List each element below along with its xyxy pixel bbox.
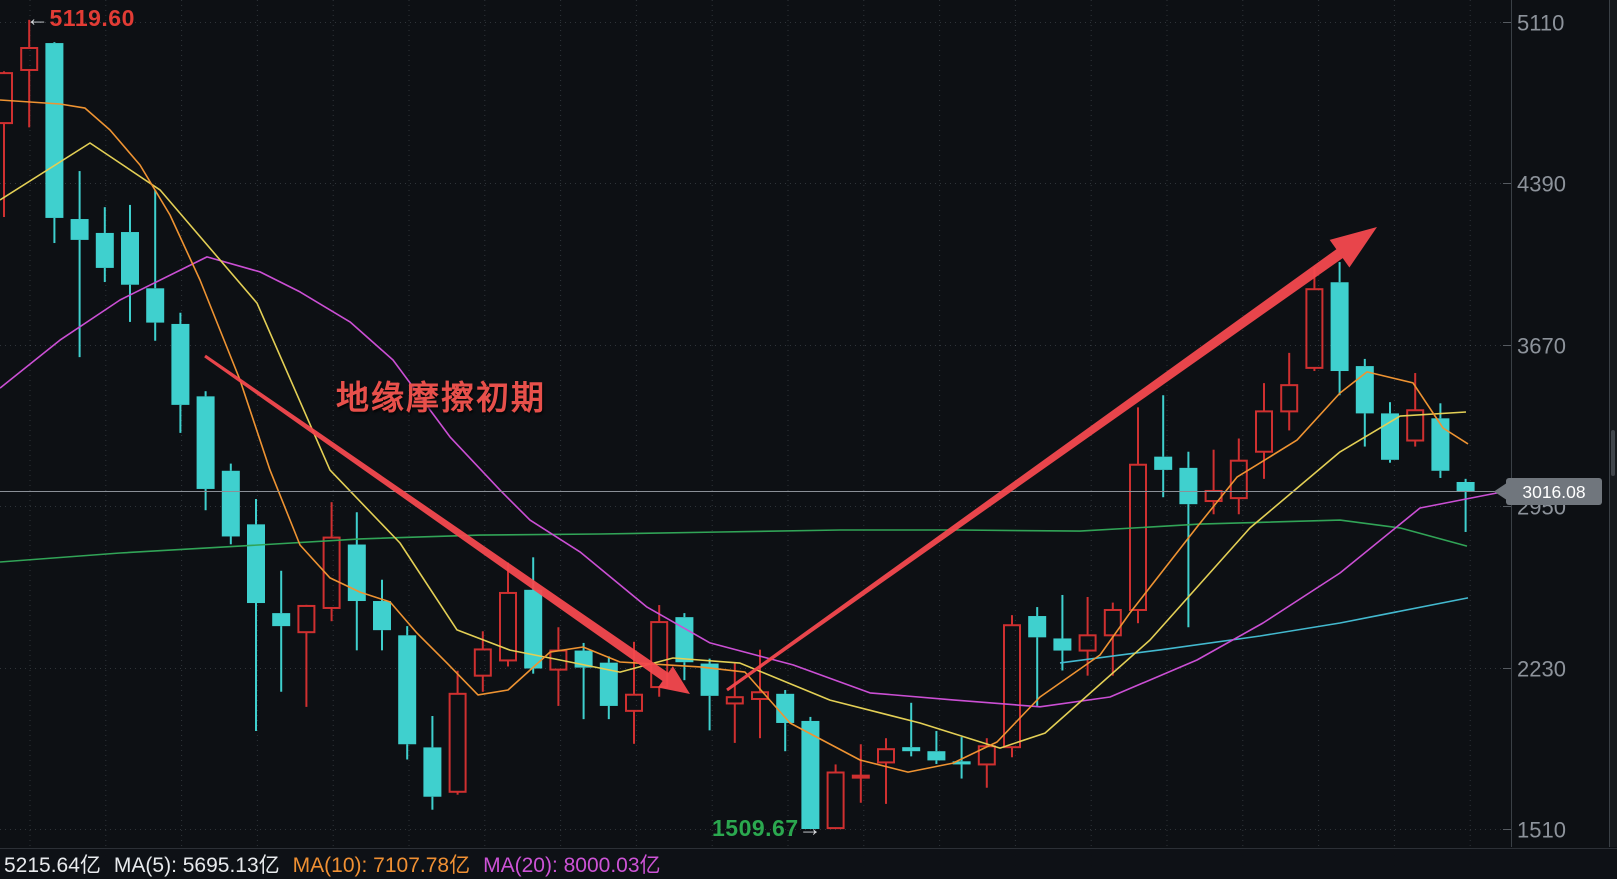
candlestick bbox=[1280, 352, 1299, 431]
candlestick bbox=[45, 42, 64, 244]
candlestick bbox=[1053, 594, 1072, 671]
candlestick bbox=[1406, 373, 1425, 447]
uptrend-arrow bbox=[726, 227, 1377, 692]
candlestick bbox=[95, 207, 114, 283]
candlestick bbox=[423, 716, 442, 810]
candlestick bbox=[1431, 403, 1450, 478]
candlestick bbox=[549, 627, 568, 706]
period-high-label: ←5119.60 bbox=[26, 7, 135, 30]
candlestick bbox=[801, 716, 820, 829]
green-long-ma bbox=[0, 519, 1468, 563]
geopolitical-annotation-text: 地缘摩擦初期 bbox=[336, 379, 546, 416]
candlestick bbox=[171, 312, 190, 433]
candlestick bbox=[927, 731, 946, 764]
candlestick bbox=[1103, 602, 1122, 676]
candlestick bbox=[221, 463, 240, 545]
candlestick bbox=[826, 764, 845, 830]
candlestick bbox=[1154, 395, 1173, 498]
scrollbar-thumb[interactable] bbox=[1611, 430, 1615, 476]
candlestick bbox=[1129, 407, 1147, 624]
period-low-label: 1509.67→ bbox=[712, 817, 822, 840]
candlestick bbox=[902, 702, 921, 757]
candlestick bbox=[1229, 438, 1248, 515]
downtrend-arrow bbox=[204, 354, 690, 694]
candlestick bbox=[1204, 449, 1223, 515]
right-arrow-icon: → bbox=[798, 815, 823, 841]
candlestick bbox=[725, 663, 744, 743]
y-axis-label: 4390 bbox=[1517, 172, 1566, 197]
current-price-badge: 3016.08 bbox=[1494, 478, 1602, 505]
candlestick bbox=[776, 690, 795, 752]
vertical-gridlines bbox=[29, 0, 1471, 847]
y-axis-label: 2230 bbox=[1517, 657, 1566, 682]
candlestick bbox=[877, 738, 895, 804]
candlestick bbox=[196, 391, 215, 511]
candlestick bbox=[121, 204, 139, 322]
magenta-ma20 bbox=[0, 256, 1508, 708]
candlestick bbox=[297, 604, 316, 707]
period-high-value: 5119.60 bbox=[49, 5, 135, 31]
current-price-value: 3016.08 bbox=[1522, 482, 1585, 502]
candlestick bbox=[272, 570, 291, 692]
candlestick bbox=[952, 737, 971, 779]
candlestick bbox=[1003, 615, 1021, 758]
volume-ma10: MA(10): 7107.78亿 bbox=[292, 854, 471, 877]
candlestick bbox=[1255, 383, 1273, 479]
candlestick bbox=[347, 512, 366, 651]
candlestick bbox=[20, 19, 39, 128]
candlestick bbox=[0, 71, 13, 218]
y-axis-label: 1510 bbox=[1517, 818, 1566, 843]
candlestick bbox=[1028, 607, 1047, 706]
volume-value: 5215.64亿 bbox=[4, 854, 101, 877]
candlestick bbox=[322, 502, 341, 622]
volume-ma20: MA(20): 8000.03亿 bbox=[483, 854, 661, 877]
volume-ma5: MA(5): 5695.13亿 bbox=[113, 854, 280, 877]
cyan-long-ma bbox=[1059, 597, 1469, 664]
candlestick bbox=[146, 190, 165, 341]
yellow-ma5 bbox=[0, 142, 1467, 749]
volume-ma-status-bar: 5215.64亿 MA(5): 5695.13亿 MA(10): 7107.78… bbox=[0, 848, 1617, 879]
candlestick bbox=[1456, 478, 1475, 532]
scrollbar-track bbox=[1610, 0, 1617, 847]
candlestick bbox=[247, 499, 265, 732]
y-axis-label: 5110 bbox=[1517, 11, 1564, 36]
candlestick bbox=[398, 626, 417, 760]
left-arrow-icon: ← bbox=[26, 5, 50, 31]
y-axis-label: 3670 bbox=[1517, 334, 1566, 359]
candlestick bbox=[1330, 262, 1349, 396]
candlestick bbox=[700, 658, 719, 731]
candlestick bbox=[373, 579, 391, 651]
period-low-value: 1509.67 bbox=[712, 815, 799, 841]
candlestick bbox=[70, 171, 89, 358]
orange-ma10 bbox=[0, 99, 1469, 773]
chart-background bbox=[0, 0, 1617, 847]
